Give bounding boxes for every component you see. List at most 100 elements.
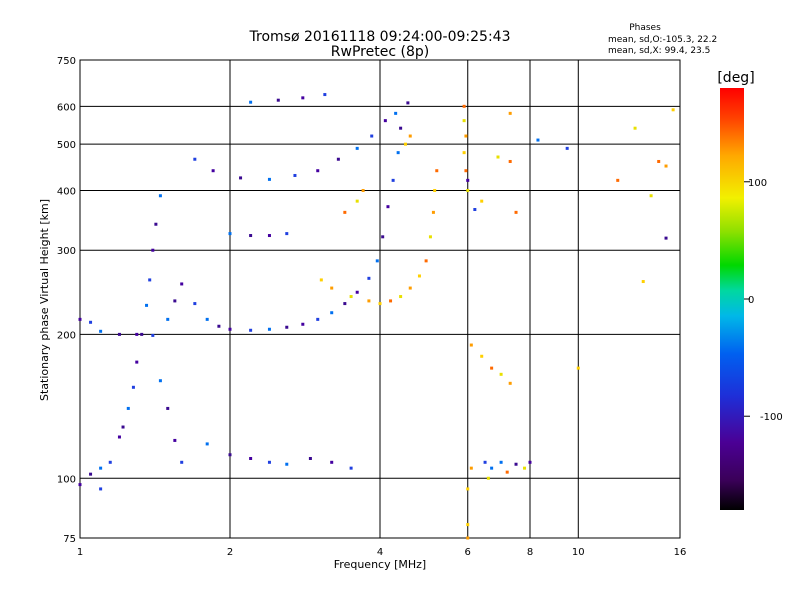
o-mode-point [536,138,540,142]
o-mode-point [135,360,139,364]
colorbar-ticks: 100 0 -100 [744,178,783,423]
o-mode-point [330,460,334,464]
x-mode-point [424,259,428,263]
x-mode-point [499,372,503,376]
x-mode-point [657,159,661,163]
o-mode-point [180,460,184,464]
grid-lines [80,60,680,538]
x-mode-point [469,466,473,470]
x-mode-point [355,199,359,203]
o-mode-point [121,425,125,429]
y-tick-label: 200 [57,330,76,341]
o-mode-point [228,232,232,236]
x-mode-point [514,210,518,214]
o-mode-point [394,111,398,115]
chart-title: Tromsø 20161118 09:24:00-09:25:43 [249,29,511,45]
x-mode-point [408,286,412,290]
x-mode-point [576,366,580,370]
o-mode-point [205,317,209,321]
o-mode-point [316,169,320,173]
o-mode-point [267,177,271,181]
x-mode-point [464,169,468,173]
x-mode-point [671,108,675,112]
x-mode-point [433,188,437,192]
colorbar-unit: [deg] [717,70,754,86]
x-mode-point [403,142,407,146]
x-mode-point [361,188,365,192]
o-mode-point [514,462,518,466]
o-mode-point [78,483,82,487]
o-mode-point [211,169,215,173]
o-mode-point [173,438,177,442]
o-mode-point [166,317,170,321]
x-tick-label: 1 [77,547,83,558]
o-mode-point [293,173,297,177]
o-mode-point [323,93,327,97]
o-mode-point [473,208,477,212]
o-mode-point [301,96,305,100]
o-mode-point [166,406,170,410]
x-tick-labels: 1 2 4 6 8 10 16 [77,547,687,558]
colorbar-tick-label: 100 [748,178,767,189]
o-mode-point [126,406,130,410]
o-mode-point [145,303,149,307]
x-mode-point [508,381,512,385]
x-mode-point [399,295,403,299]
x-mode-point [408,134,412,138]
phases-o-stats: mean, sd,O:-105.3, 22.2 [608,35,717,45]
y-tick-label: 600 [57,102,76,113]
o-mode-point [267,460,271,464]
x-mode-point [417,274,421,278]
x-mode-point [466,536,470,540]
x-tick-label: 2 [227,547,233,558]
o-mode-point [228,453,232,457]
o-mode-point [383,119,387,123]
x-mode-point [505,470,509,474]
data-points [78,93,675,540]
o-mode-point [228,327,232,331]
o-mode-point [148,278,152,282]
o-mode-point [343,302,347,306]
o-mode-point [285,325,289,329]
o-mode-point [154,222,158,226]
o-mode-point [151,248,155,252]
x-mode-point [431,210,435,214]
o-mode-point [193,157,197,161]
o-mode-point [308,456,312,460]
x-mode-point [349,295,353,299]
x-mode-point [508,111,512,115]
o-mode-point [285,232,289,236]
o-mode-point [316,317,320,321]
o-mode-point [330,311,334,315]
phases-x-stats: mean, sd,X: 99.4, 23.5 [608,46,710,56]
o-mode-point [193,302,197,306]
o-mode-point [135,332,139,336]
colorbar-tick-label: -100 [760,412,783,423]
x-mode-point [435,169,439,173]
o-mode-point [99,487,103,491]
x-mode-point [367,299,371,303]
o-mode-point [117,435,121,439]
o-mode-point [249,100,253,104]
o-mode-point [217,324,221,328]
x-mode-point [378,302,382,306]
y-tick-label: 75 [63,534,76,545]
x-mode-point [343,210,347,214]
o-mode-point [249,328,253,332]
o-mode-point [158,379,162,383]
x-mode-point [389,299,393,303]
x-mode-point [319,278,323,282]
x-mode-point [462,104,466,108]
o-mode-point [565,146,569,150]
x-mode-point [330,286,334,290]
x-mode-point [428,235,432,239]
x-mode-point [496,155,500,159]
x-mode-point [462,119,466,123]
o-mode-point [89,320,93,324]
o-mode-point [381,235,385,239]
y-tick-label: 500 [57,140,76,151]
y-tick-label: 100 [57,474,76,485]
o-mode-point [301,322,305,326]
x-mode-point [486,476,490,480]
